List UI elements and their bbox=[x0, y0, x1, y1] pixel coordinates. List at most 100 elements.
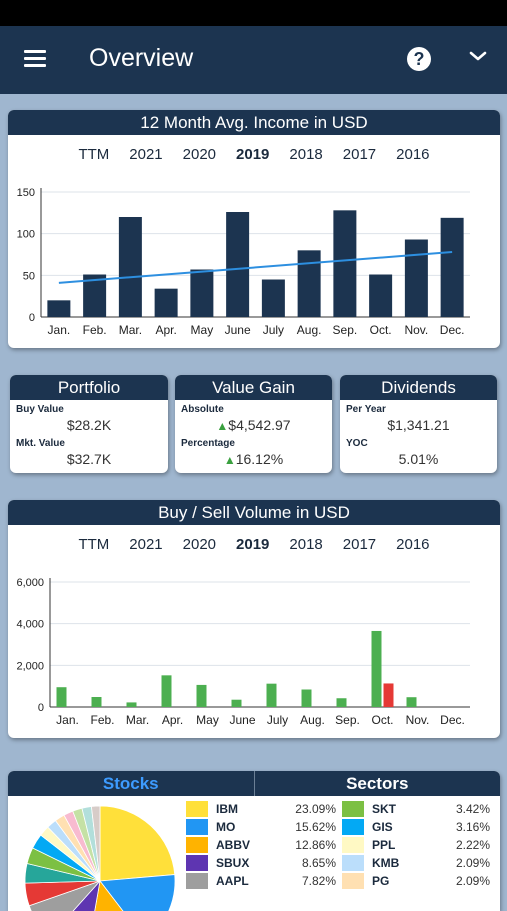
legend-swatch bbox=[186, 855, 208, 871]
income-y-tick: 50 bbox=[23, 270, 35, 282]
income-x-tick: Aug. bbox=[297, 323, 322, 337]
allocation-card: Stocks Sectors IBM 23.09% MO 15.62% ABBV 12.8… bbox=[8, 771, 500, 911]
volume-year-tabs: TTM 2021 2020 2019 2018 2017 2016 bbox=[8, 536, 500, 553]
year-tab-2016[interactable]: 2016 bbox=[396, 146, 430, 163]
year-tab-2019[interactable]: 2019 bbox=[236, 536, 270, 553]
volume-x-tick: Oct. bbox=[371, 713, 393, 727]
legend-percent: 3.42% bbox=[455, 802, 490, 816]
value-gain-card: Value Gain Absolute ▲$4,542.97 Percentag… bbox=[175, 375, 332, 473]
volume-y-tick: 4,000 bbox=[16, 619, 44, 631]
volume-x-tick: Mar. bbox=[126, 713, 149, 727]
volume-y-tick: 0 bbox=[38, 702, 44, 714]
legend-percent: 23.09% bbox=[295, 802, 336, 816]
income-bar bbox=[261, 279, 285, 317]
portfolio-card: Portfolio Buy Value $28.2K Mkt. Value $3… bbox=[10, 375, 168, 473]
volume-buy-bar bbox=[231, 699, 242, 707]
value-gain-title: Value Gain bbox=[175, 375, 332, 400]
volume-x-tick: Nov. bbox=[406, 713, 430, 727]
dividends-card: Dividends Per Year $1,341.21 YOC 5.01% bbox=[340, 375, 497, 473]
percentage-label: Percentage bbox=[181, 438, 235, 449]
page-title: Overview bbox=[89, 44, 194, 72]
yoc-value: 5.01% bbox=[398, 451, 439, 467]
income-y-tick: 150 bbox=[17, 187, 35, 199]
income-bar bbox=[47, 300, 71, 317]
legend-percent: 15.62% bbox=[295, 820, 336, 834]
income-x-tick: Apr. bbox=[155, 323, 176, 337]
tab-stocks[interactable]: Stocks bbox=[102, 774, 159, 793]
pie-slice bbox=[99, 805, 176, 882]
volume-x-tick: Dec. bbox=[440, 713, 465, 727]
volume-x-tick: June bbox=[229, 713, 255, 727]
mkt-value-label: Mkt. Value bbox=[16, 438, 65, 449]
year-tab-2018[interactable]: 2018 bbox=[289, 536, 323, 553]
year-tab-2020[interactable]: 2020 bbox=[182, 536, 217, 553]
legend-swatch bbox=[186, 819, 208, 835]
legend-swatch bbox=[342, 873, 364, 889]
buy-value-label: Buy Value bbox=[16, 404, 64, 415]
year-tab-2017[interactable]: 2017 bbox=[342, 536, 377, 553]
income-bar bbox=[226, 212, 250, 317]
year-tab-2021[interactable]: 2021 bbox=[129, 536, 163, 553]
volume-buy-bar bbox=[301, 689, 312, 707]
legend-name: SKT bbox=[372, 802, 396, 816]
legend-percent: 7.82% bbox=[301, 874, 336, 888]
volume-sell-bar bbox=[383, 683, 394, 707]
volume-x-tick: Jan. bbox=[56, 713, 79, 727]
menu-icon[interactable] bbox=[24, 50, 46, 68]
dividends-title: Dividends bbox=[340, 375, 497, 400]
income-bar bbox=[118, 217, 142, 317]
income-bar bbox=[333, 210, 357, 317]
income-x-tick: Dec. bbox=[440, 323, 465, 337]
year-tab-2021[interactable]: 2021 bbox=[129, 146, 163, 163]
income-x-tick: Feb. bbox=[83, 323, 107, 337]
volume-x-tick: May bbox=[196, 713, 219, 727]
legend-percent: 2.09% bbox=[455, 874, 490, 888]
volume-buy-bar bbox=[91, 697, 102, 707]
legend-swatch bbox=[186, 801, 208, 817]
chevron-down-icon[interactable] bbox=[466, 44, 490, 68]
income-year-tabs: TTM 2021 2020 2019 2018 2017 2016 bbox=[8, 146, 500, 163]
income-x-tick: Jan. bbox=[48, 323, 71, 337]
absolute-label: Absolute bbox=[181, 404, 224, 415]
income-bar bbox=[190, 269, 214, 317]
legend-percent: 2.09% bbox=[455, 856, 490, 870]
tab-sectors[interactable]: Sectors bbox=[253, 771, 501, 796]
legend-name: PPL bbox=[372, 838, 396, 852]
volume-card: Buy / Sell Volume in USD TTM 2021 2020 2019… bbox=[8, 500, 500, 738]
income-y-tick: 100 bbox=[17, 229, 35, 241]
year-tab-2020[interactable]: 2020 bbox=[182, 146, 217, 163]
income-bar bbox=[83, 274, 107, 317]
legend-name: AAPL bbox=[216, 874, 249, 888]
year-tab-ttm[interactable]: TTM bbox=[78, 536, 110, 553]
income-x-tick: July bbox=[263, 323, 284, 337]
income-bar bbox=[369, 274, 393, 317]
volume-buy-bar bbox=[126, 702, 137, 707]
app-bar: Overview ? bbox=[0, 26, 507, 94]
year-tab-2016[interactable]: 2016 bbox=[396, 536, 430, 553]
status-bar bbox=[0, 0, 507, 26]
income-card-title: 12 Month Avg. Income in USD bbox=[8, 110, 500, 135]
year-tab-2019[interactable]: 2019 bbox=[236, 146, 270, 163]
volume-buy-bar bbox=[56, 687, 67, 707]
income-trend-line bbox=[58, 251, 453, 284]
legend-name: GIS bbox=[372, 820, 393, 834]
volume-buy-bar bbox=[196, 684, 207, 707]
income-chart: 0 50 100 150 Jan. Feb. Mar. Apr. May June July Aug.… bbox=[17, 187, 470, 337]
help-icon[interactable]: ? bbox=[407, 47, 431, 71]
income-bar bbox=[154, 288, 178, 317]
allocation-pie-chart bbox=[24, 805, 176, 911]
up-arrow-icon: ▲ bbox=[216, 419, 229, 433]
income-bar bbox=[404, 239, 428, 317]
legend-swatch bbox=[342, 837, 364, 853]
year-tab-2017[interactable]: 2017 bbox=[342, 146, 377, 163]
mkt-value: $32.7K bbox=[66, 451, 112, 467]
legend-swatch bbox=[342, 819, 364, 835]
per-year-value: $1,341.21 bbox=[387, 417, 450, 433]
income-x-tick: Nov. bbox=[404, 323, 428, 337]
income-x-tick: Mar. bbox=[119, 323, 142, 337]
year-tab-2018[interactable]: 2018 bbox=[289, 146, 323, 163]
volume-x-tick: Apr. bbox=[162, 713, 183, 727]
year-tab-ttm[interactable]: TTM bbox=[78, 146, 110, 163]
legend-percent: 2.22% bbox=[455, 838, 490, 852]
legend-swatch bbox=[186, 837, 208, 853]
